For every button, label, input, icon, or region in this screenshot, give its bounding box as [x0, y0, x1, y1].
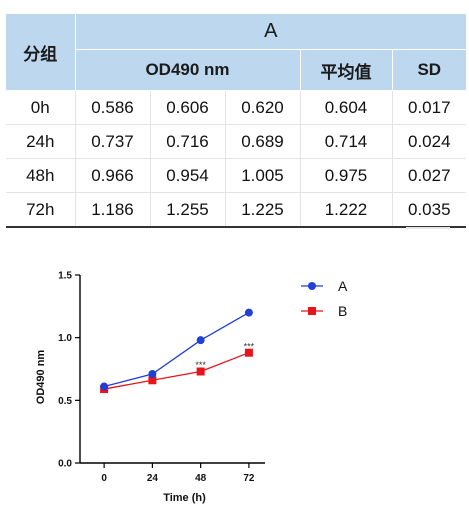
series-line-a — [103, 312, 250, 388]
x-tick-label: 24 — [147, 473, 159, 484]
table-cell: 0.586 — [75, 90, 151, 125]
table-cell: 0.966 — [75, 158, 151, 193]
divider — [406, 227, 450, 229]
data-table: 分组 A OD490 nm 平均值 SD 0h 0.586 0.606 0.62… — [6, 14, 467, 228]
top-header: A — [75, 14, 467, 50]
table-row: 72h 1.186 1.255 1.225 1.222 0.035 — [6, 192, 467, 228]
sd-cell: 0.017 — [392, 90, 467, 125]
od-header: OD490 nm — [75, 49, 301, 91]
series-line-b — [104, 352, 250, 390]
data-point-a — [244, 308, 253, 317]
mean-cell: 1.222 — [300, 192, 393, 228]
y-tick-label: 1.0 — [58, 333, 72, 344]
x-axis-title: Time (h) — [163, 492, 206, 504]
row-label: 72h — [6, 192, 76, 228]
data-point-a — [196, 336, 205, 345]
mean-cell: 0.604 — [300, 90, 393, 125]
table-cell: 0.606 — [150, 90, 226, 125]
sd-header: SD — [392, 49, 467, 91]
row-label: 48h — [6, 158, 76, 193]
table-cell: 0.620 — [225, 90, 301, 125]
table-row: 48h 0.966 0.954 1.005 0.975 0.027 — [6, 158, 467, 193]
sd-cell: 0.024 — [392, 124, 467, 159]
table-row: 0h 0.586 0.606 0.620 0.604 0.017 — [6, 90, 467, 125]
legend-label-a: A — [338, 278, 348, 294]
legend-marker-b — [308, 307, 316, 315]
table-cell: 0.737 — [75, 124, 151, 159]
table-cell: 1.005 — [225, 158, 301, 193]
mean-cell: 0.714 — [300, 124, 393, 159]
table-cell: 0.954 — [150, 158, 226, 193]
legend-label-b: B — [338, 303, 347, 319]
significance-mark: *** — [195, 360, 206, 370]
significance-mark: *** — [244, 341, 255, 351]
row-label: 24h — [6, 124, 76, 159]
legend-marker-a — [308, 282, 316, 290]
y-axis-title: OD490 nm — [35, 350, 47, 405]
table-cell: 1.255 — [150, 192, 226, 228]
group-header: 分组 — [6, 14, 76, 91]
table-cell: 1.225 — [225, 192, 301, 228]
x-tick-label: 0 — [101, 473, 107, 484]
mean-cell: 0.975 — [300, 158, 393, 193]
table-cell: 1.186 — [75, 192, 151, 228]
line-chart: 0.0 0.5 1.0 1.5 0 24 48 72 Time (h) OD490 nm *** *… — [35, 271, 348, 505]
sd-cell: 0.027 — [392, 158, 467, 193]
data-point-a — [100, 382, 109, 391]
y-tick-label: 0.0 — [58, 459, 72, 470]
y-tick-label: 0.5 — [58, 396, 72, 407]
table-row: 24h 0.737 0.716 0.689 0.714 0.024 — [6, 124, 467, 159]
x-tick-label: 72 — [243, 473, 255, 484]
x-tick-label: 48 — [195, 473, 207, 484]
data-point-a — [148, 370, 157, 379]
y-tick-label: 1.5 — [58, 271, 72, 282]
table-cell: 0.716 — [150, 124, 226, 159]
data-point-b — [148, 376, 157, 385]
table-cell: 0.689 — [225, 124, 301, 159]
data-point-b — [196, 367, 205, 376]
data-point-b — [244, 348, 253, 357]
mean-header: 平均值 — [300, 49, 393, 91]
sd-cell: 0.035 — [392, 192, 467, 228]
row-label: 0h — [6, 90, 76, 125]
